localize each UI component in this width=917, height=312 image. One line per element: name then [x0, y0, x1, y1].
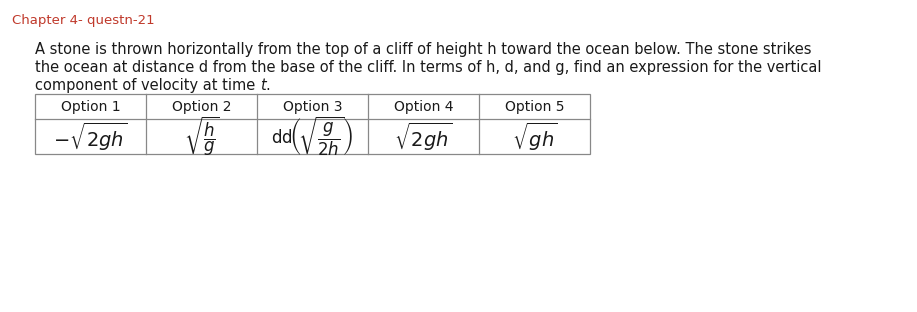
Text: component of velocity at time: component of velocity at time — [35, 78, 260, 93]
Text: $-\sqrt{2gh}$: $-\sqrt{2gh}$ — [53, 120, 127, 153]
Text: $\sqrt{gh}$: $\sqrt{gh}$ — [512, 120, 558, 153]
Text: Option 4: Option 4 — [393, 100, 453, 114]
Text: Option 2: Option 2 — [171, 100, 231, 114]
Text: Option 5: Option 5 — [504, 100, 564, 114]
Text: $\sqrt{2gh}$: $\sqrt{2gh}$ — [394, 120, 453, 153]
Text: Option 3: Option 3 — [282, 100, 342, 114]
Text: A stone is thrown horizontally from the top of a cliff of height h toward the oc: A stone is thrown horizontally from the … — [35, 42, 812, 57]
Text: .: . — [266, 78, 271, 93]
Text: Option 1: Option 1 — [61, 100, 120, 114]
Text: $\sqrt{\dfrac{h}{g}}$: $\sqrt{\dfrac{h}{g}}$ — [183, 115, 219, 158]
Text: Chapter 4- questn-21: Chapter 4- questn-21 — [12, 14, 155, 27]
Bar — [35, 94, 590, 154]
Text: t: t — [260, 78, 266, 93]
Text: the ocean at distance d from the base of the cliff. In terms of h, d, and g, fin: the ocean at distance d from the base of… — [35, 60, 822, 75]
Text: $\mathrm{dd}\!\left(\!\sqrt{\dfrac{g}{2h}}\right)$: $\mathrm{dd}\!\left(\!\sqrt{\dfrac{g}{2h… — [271, 115, 354, 158]
